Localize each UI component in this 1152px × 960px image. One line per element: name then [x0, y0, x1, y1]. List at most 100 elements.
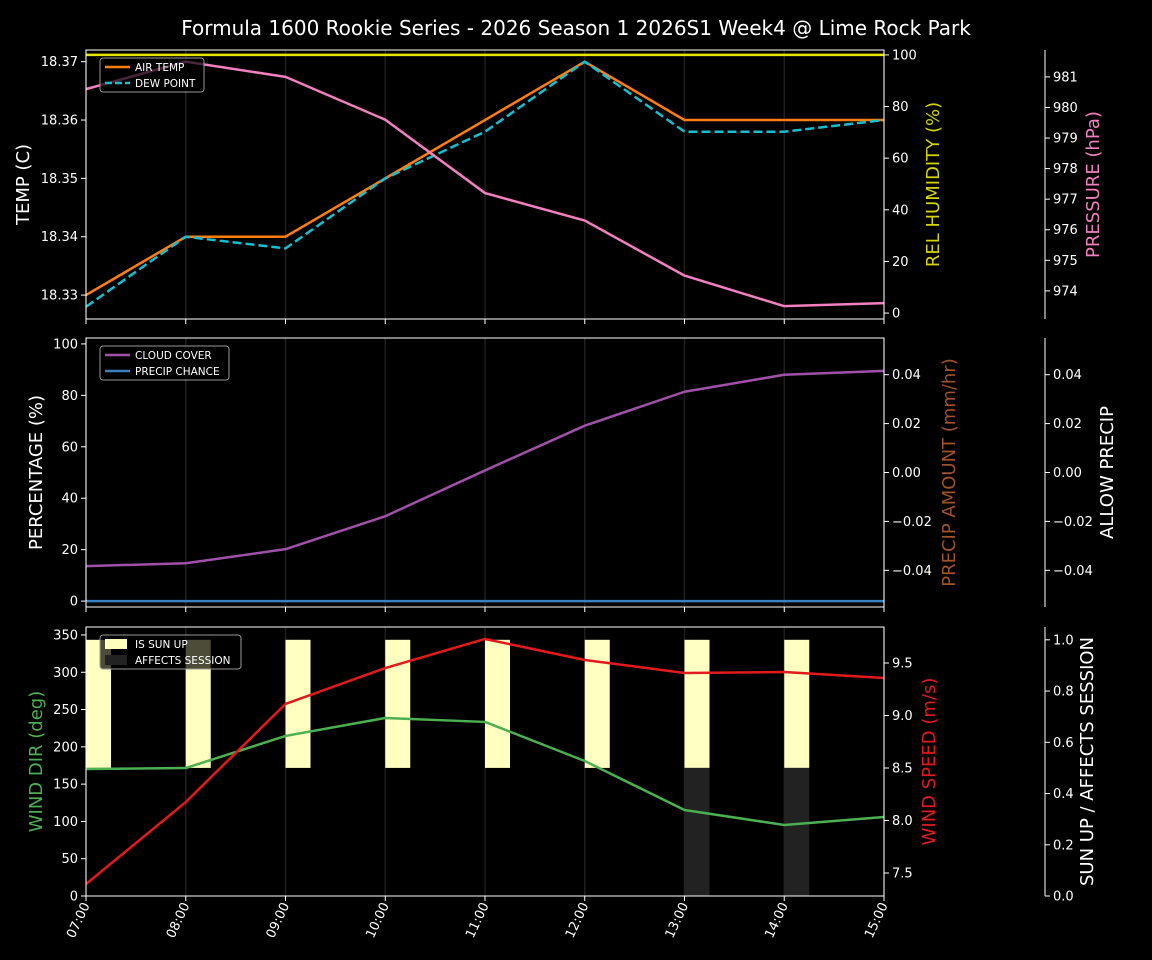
- legend-box: [99, 634, 242, 670]
- y-tick-label: 80: [892, 100, 909, 115]
- series-line-cloud-cover: [85, 369, 885, 568]
- legend: AIR TEMP DEW POINT: [99, 57, 205, 93]
- legend: IS SUN UP AFFECTS SESSION: [99, 634, 242, 670]
- series-line-right2-3: [85, 60, 885, 308]
- legend-label: IS SUN UP: [135, 639, 188, 651]
- y-tick-label: 0.2: [1053, 838, 1074, 853]
- y-tick-label: 100: [53, 815, 78, 830]
- panel-3: 0 50 100 150 200 250 300 350 WIND DIR (deg) 7.5 8.…: [26, 626, 1098, 905]
- series-line-right-1: [85, 637, 885, 885]
- axis-label-right2: ALLOW PRECIP: [1097, 406, 1118, 539]
- bar-is-sun-up: [385, 639, 411, 768]
- legend: CLOUD COVER PRECIP CHANCE: [99, 345, 230, 381]
- panel-2: 0 20 40 60 80 100 PERCENTAGE (%) −0.04 −0.02 0.00…: [26, 337, 1118, 612]
- y-tick-label: 980: [1053, 101, 1078, 116]
- axis-label-right2: PRESSURE (hPa): [1083, 111, 1104, 258]
- y-tick-label: 60: [61, 440, 78, 455]
- y-tick-label: 979: [1053, 132, 1078, 147]
- x-tick-label: 13:00: [663, 900, 692, 940]
- y-tick-label: 40: [892, 203, 909, 218]
- panel-1: 18.33 18.34 18.35 18.36 18.37 TEMP (C) 0 20 40 60…: [13, 48, 1104, 324]
- legend-label: AFFECTS SESSION: [135, 655, 231, 667]
- axis-label-left: PERCENTAGE (%): [26, 395, 47, 550]
- axis-label-right: WIND SPEED (m/s): [919, 678, 940, 846]
- y-tick-label: 7.5: [892, 867, 913, 882]
- y-tick-label: 250: [53, 703, 78, 718]
- y-tick-label: 975: [1053, 254, 1078, 269]
- y-tick-label: 976: [1053, 223, 1078, 238]
- legend-label: AIR TEMP: [135, 62, 184, 74]
- y-tick-label: 0.04: [1053, 368, 1082, 383]
- x-tick-label: 15:00: [862, 900, 891, 940]
- y-tick-label: 18.34: [41, 230, 78, 245]
- y-tick-label: 18.37: [41, 55, 78, 70]
- x-tick-label: 12:00: [563, 900, 592, 940]
- y-tick-label: 18.35: [41, 172, 78, 187]
- y-tick-label: 0.8: [1053, 685, 1074, 700]
- x-tick-label: 08:00: [164, 900, 193, 940]
- y-tick-label: 0.00: [892, 466, 921, 481]
- y-tick-label: 80: [61, 389, 78, 404]
- bar-is-sun-up: [485, 639, 510, 768]
- y-tick-label: 0.00: [1053, 466, 1082, 481]
- bar-is-sun-up: [684, 639, 710, 768]
- bar-is-sun-up: [584, 639, 610, 768]
- y-tick-label: 1.0: [1053, 633, 1074, 648]
- y-tick-label: 0.02: [1053, 417, 1082, 432]
- legend-swatch: [105, 655, 127, 665]
- chart-title: Formula 1600 Rookie Series - 2026 Season…: [181, 16, 971, 40]
- y-tick-label: 100: [53, 337, 78, 352]
- y-tick-label: 9.5: [892, 657, 913, 672]
- bar-is-sun-up: [784, 639, 810, 768]
- y-tick-label: −0.04: [1053, 564, 1093, 579]
- y-tick-label: 50: [61, 852, 78, 867]
- bar-affects-session: [784, 767, 810, 896]
- legend-swatch: [105, 639, 127, 649]
- x-tick-label: 11:00: [463, 900, 492, 940]
- x-tick-label: 14:00: [762, 900, 791, 940]
- legend-label: PRECIP CHANCE: [135, 366, 220, 378]
- y-tick-label: 977: [1053, 193, 1078, 208]
- y-tick-label: 18.36: [41, 114, 78, 129]
- bar-affects-session: [684, 767, 710, 896]
- y-tick-label: 20: [892, 255, 909, 270]
- y-tick-label: 978: [1053, 162, 1078, 177]
- axis-label-right2: SUN UP / AFFECTS SESSION: [1077, 637, 1098, 886]
- legend-label: DEW POINT: [135, 78, 196, 90]
- series-line-left-0: [85, 716, 885, 827]
- y-tick-label: 60: [892, 152, 909, 167]
- y-tick-label: 0.04: [892, 368, 921, 383]
- y-tick-label: 8.0: [892, 814, 913, 829]
- y-tick-label: 0.4: [1053, 787, 1074, 802]
- y-tick-label: 150: [53, 778, 78, 793]
- axis-label-left: WIND DIR (deg): [26, 691, 47, 833]
- y-tick-label: 300: [53, 666, 78, 681]
- y-tick-label: 0: [892, 307, 900, 322]
- y-tick-label: 0.6: [1053, 736, 1074, 751]
- y-tick-label: 974: [1053, 284, 1078, 299]
- y-tick-label: 9.0: [892, 709, 913, 724]
- y-tick-label: −0.02: [1053, 515, 1093, 530]
- series-line-air-temp: [85, 60, 884, 297]
- y-tick-label: 40: [61, 492, 78, 507]
- y-tick-label: 100: [892, 48, 917, 63]
- x-tick-label: 09:00: [264, 900, 293, 940]
- bar-is-sun-up: [285, 639, 311, 768]
- y-tick-label: 200: [53, 740, 78, 755]
- legend-label: CLOUD COVER: [135, 350, 212, 362]
- y-tick-label: 18.33: [41, 289, 78, 304]
- x-tick-label: 07:00: [64, 900, 93, 940]
- y-tick-label: 0: [70, 595, 78, 610]
- axis-label-right: PRECIP AMOUNT (mm/hr): [939, 358, 960, 587]
- axis-label-right: REL HUMIDITY (%): [923, 102, 944, 267]
- y-tick-label: −0.04: [892, 564, 932, 579]
- y-tick-label: 0.02: [892, 417, 921, 432]
- y-tick-label: 0.0: [1053, 890, 1074, 905]
- y-tick-label: −0.02: [892, 515, 932, 530]
- y-tick-label: 8.5: [892, 762, 913, 777]
- y-tick-label: 0: [70, 890, 78, 905]
- y-tick-label: 981: [1053, 70, 1078, 85]
- axis-label-left: TEMP (C): [13, 144, 34, 226]
- y-tick-label: 350: [53, 628, 78, 643]
